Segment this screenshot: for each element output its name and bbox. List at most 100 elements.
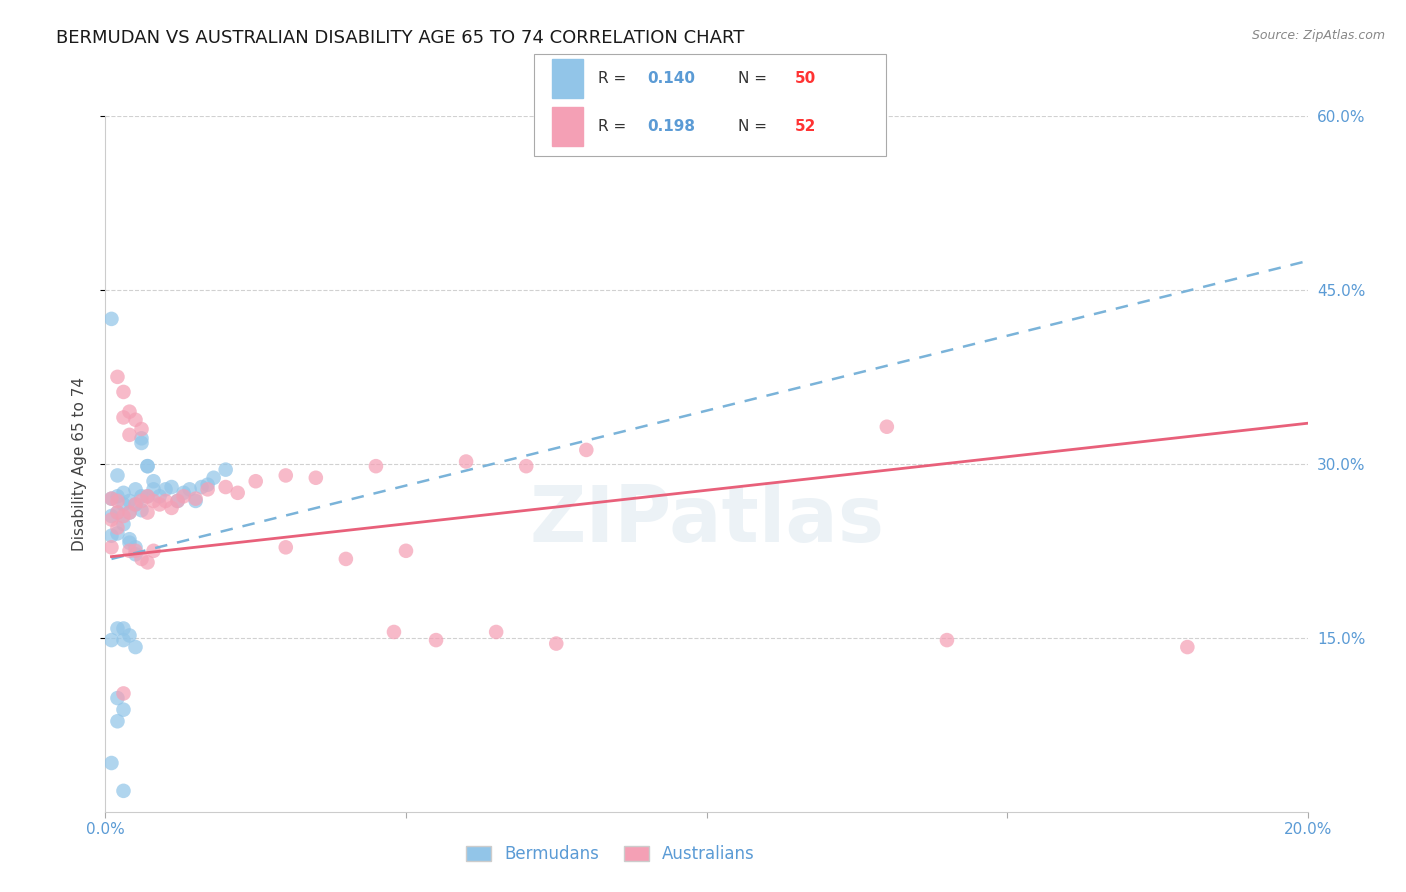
Bar — [551, 59, 583, 97]
Point — [118, 427, 141, 442]
Text: 50: 50 — [794, 70, 815, 86]
Point — [124, 497, 146, 511]
Point — [395, 543, 418, 558]
Point — [100, 491, 122, 506]
Point — [107, 520, 129, 534]
Point — [107, 489, 129, 503]
Point — [155, 483, 177, 497]
Point — [166, 494, 188, 508]
Point — [118, 506, 141, 520]
Point — [1175, 640, 1198, 654]
Point — [184, 494, 207, 508]
Point — [131, 503, 153, 517]
Point — [100, 541, 122, 555]
Text: R =: R = — [598, 119, 631, 134]
Point — [485, 624, 508, 639]
Text: 0.198: 0.198 — [647, 119, 695, 134]
Point — [166, 494, 188, 508]
Point — [107, 468, 129, 483]
Point — [124, 541, 146, 555]
Point — [274, 468, 297, 483]
Point — [118, 628, 141, 642]
Point — [100, 508, 122, 523]
Point — [124, 543, 146, 558]
Point — [454, 454, 477, 468]
Point — [100, 529, 122, 543]
Point — [136, 555, 159, 569]
Point — [107, 369, 129, 384]
Point — [515, 459, 537, 474]
Text: Source: ZipAtlas.com: Source: ZipAtlas.com — [1251, 29, 1385, 42]
Point — [112, 703, 135, 717]
Point — [136, 489, 159, 503]
Point — [107, 494, 129, 508]
FancyBboxPatch shape — [534, 54, 886, 156]
Point — [131, 489, 153, 503]
Point — [131, 422, 153, 436]
Text: R =: R = — [598, 70, 631, 86]
Point — [107, 506, 129, 520]
Point — [245, 475, 267, 489]
Point — [112, 485, 135, 500]
Point — [131, 552, 153, 566]
Text: 52: 52 — [794, 119, 815, 134]
Point — [100, 512, 122, 526]
Point — [142, 483, 165, 497]
Text: N =: N = — [738, 70, 772, 86]
Point — [124, 547, 146, 561]
Point — [118, 532, 141, 546]
Point — [936, 633, 959, 648]
Point — [112, 384, 135, 399]
Point — [131, 431, 153, 445]
Point — [112, 517, 135, 532]
Point — [335, 552, 357, 566]
Point — [142, 475, 165, 489]
Point — [190, 480, 212, 494]
Text: BERMUDAN VS AUSTRALIAN DISABILITY AGE 65 TO 74 CORRELATION CHART: BERMUDAN VS AUSTRALIAN DISABILITY AGE 65… — [56, 29, 745, 46]
Point — [136, 506, 159, 520]
Point — [202, 471, 225, 485]
Point — [226, 485, 249, 500]
Point — [142, 494, 165, 508]
Point — [160, 500, 183, 515]
Y-axis label: Disability Age 65 to 74: Disability Age 65 to 74 — [72, 376, 87, 551]
Point — [100, 312, 122, 326]
Point — [107, 691, 129, 706]
Point — [107, 714, 129, 729]
Point — [124, 640, 146, 654]
Point — [112, 686, 135, 700]
Point — [107, 622, 129, 636]
Point — [148, 489, 170, 503]
Point — [136, 459, 159, 474]
Point — [100, 633, 122, 648]
Point — [214, 480, 236, 494]
Point — [100, 491, 122, 506]
Point — [131, 436, 153, 450]
Point — [575, 442, 598, 457]
Point — [876, 419, 898, 434]
Point — [112, 633, 135, 648]
Point — [197, 483, 219, 497]
Point — [305, 471, 328, 485]
Point — [148, 497, 170, 511]
Point — [179, 483, 201, 497]
Point — [546, 637, 568, 651]
Point — [118, 405, 141, 419]
Point — [131, 494, 153, 508]
Point — [197, 477, 219, 491]
Point — [173, 489, 195, 503]
Point — [100, 756, 122, 770]
Text: 0.140: 0.140 — [647, 70, 695, 86]
Point — [118, 535, 141, 549]
Legend: Bermudans, Australians: Bermudans, Australians — [458, 838, 762, 870]
Point — [160, 480, 183, 494]
Point — [107, 506, 129, 520]
Point — [425, 633, 447, 648]
Point — [124, 497, 146, 511]
Point — [124, 483, 146, 497]
Point — [364, 459, 387, 474]
Point — [118, 506, 141, 520]
Point — [274, 541, 297, 555]
Point — [173, 485, 195, 500]
Point — [112, 410, 135, 425]
